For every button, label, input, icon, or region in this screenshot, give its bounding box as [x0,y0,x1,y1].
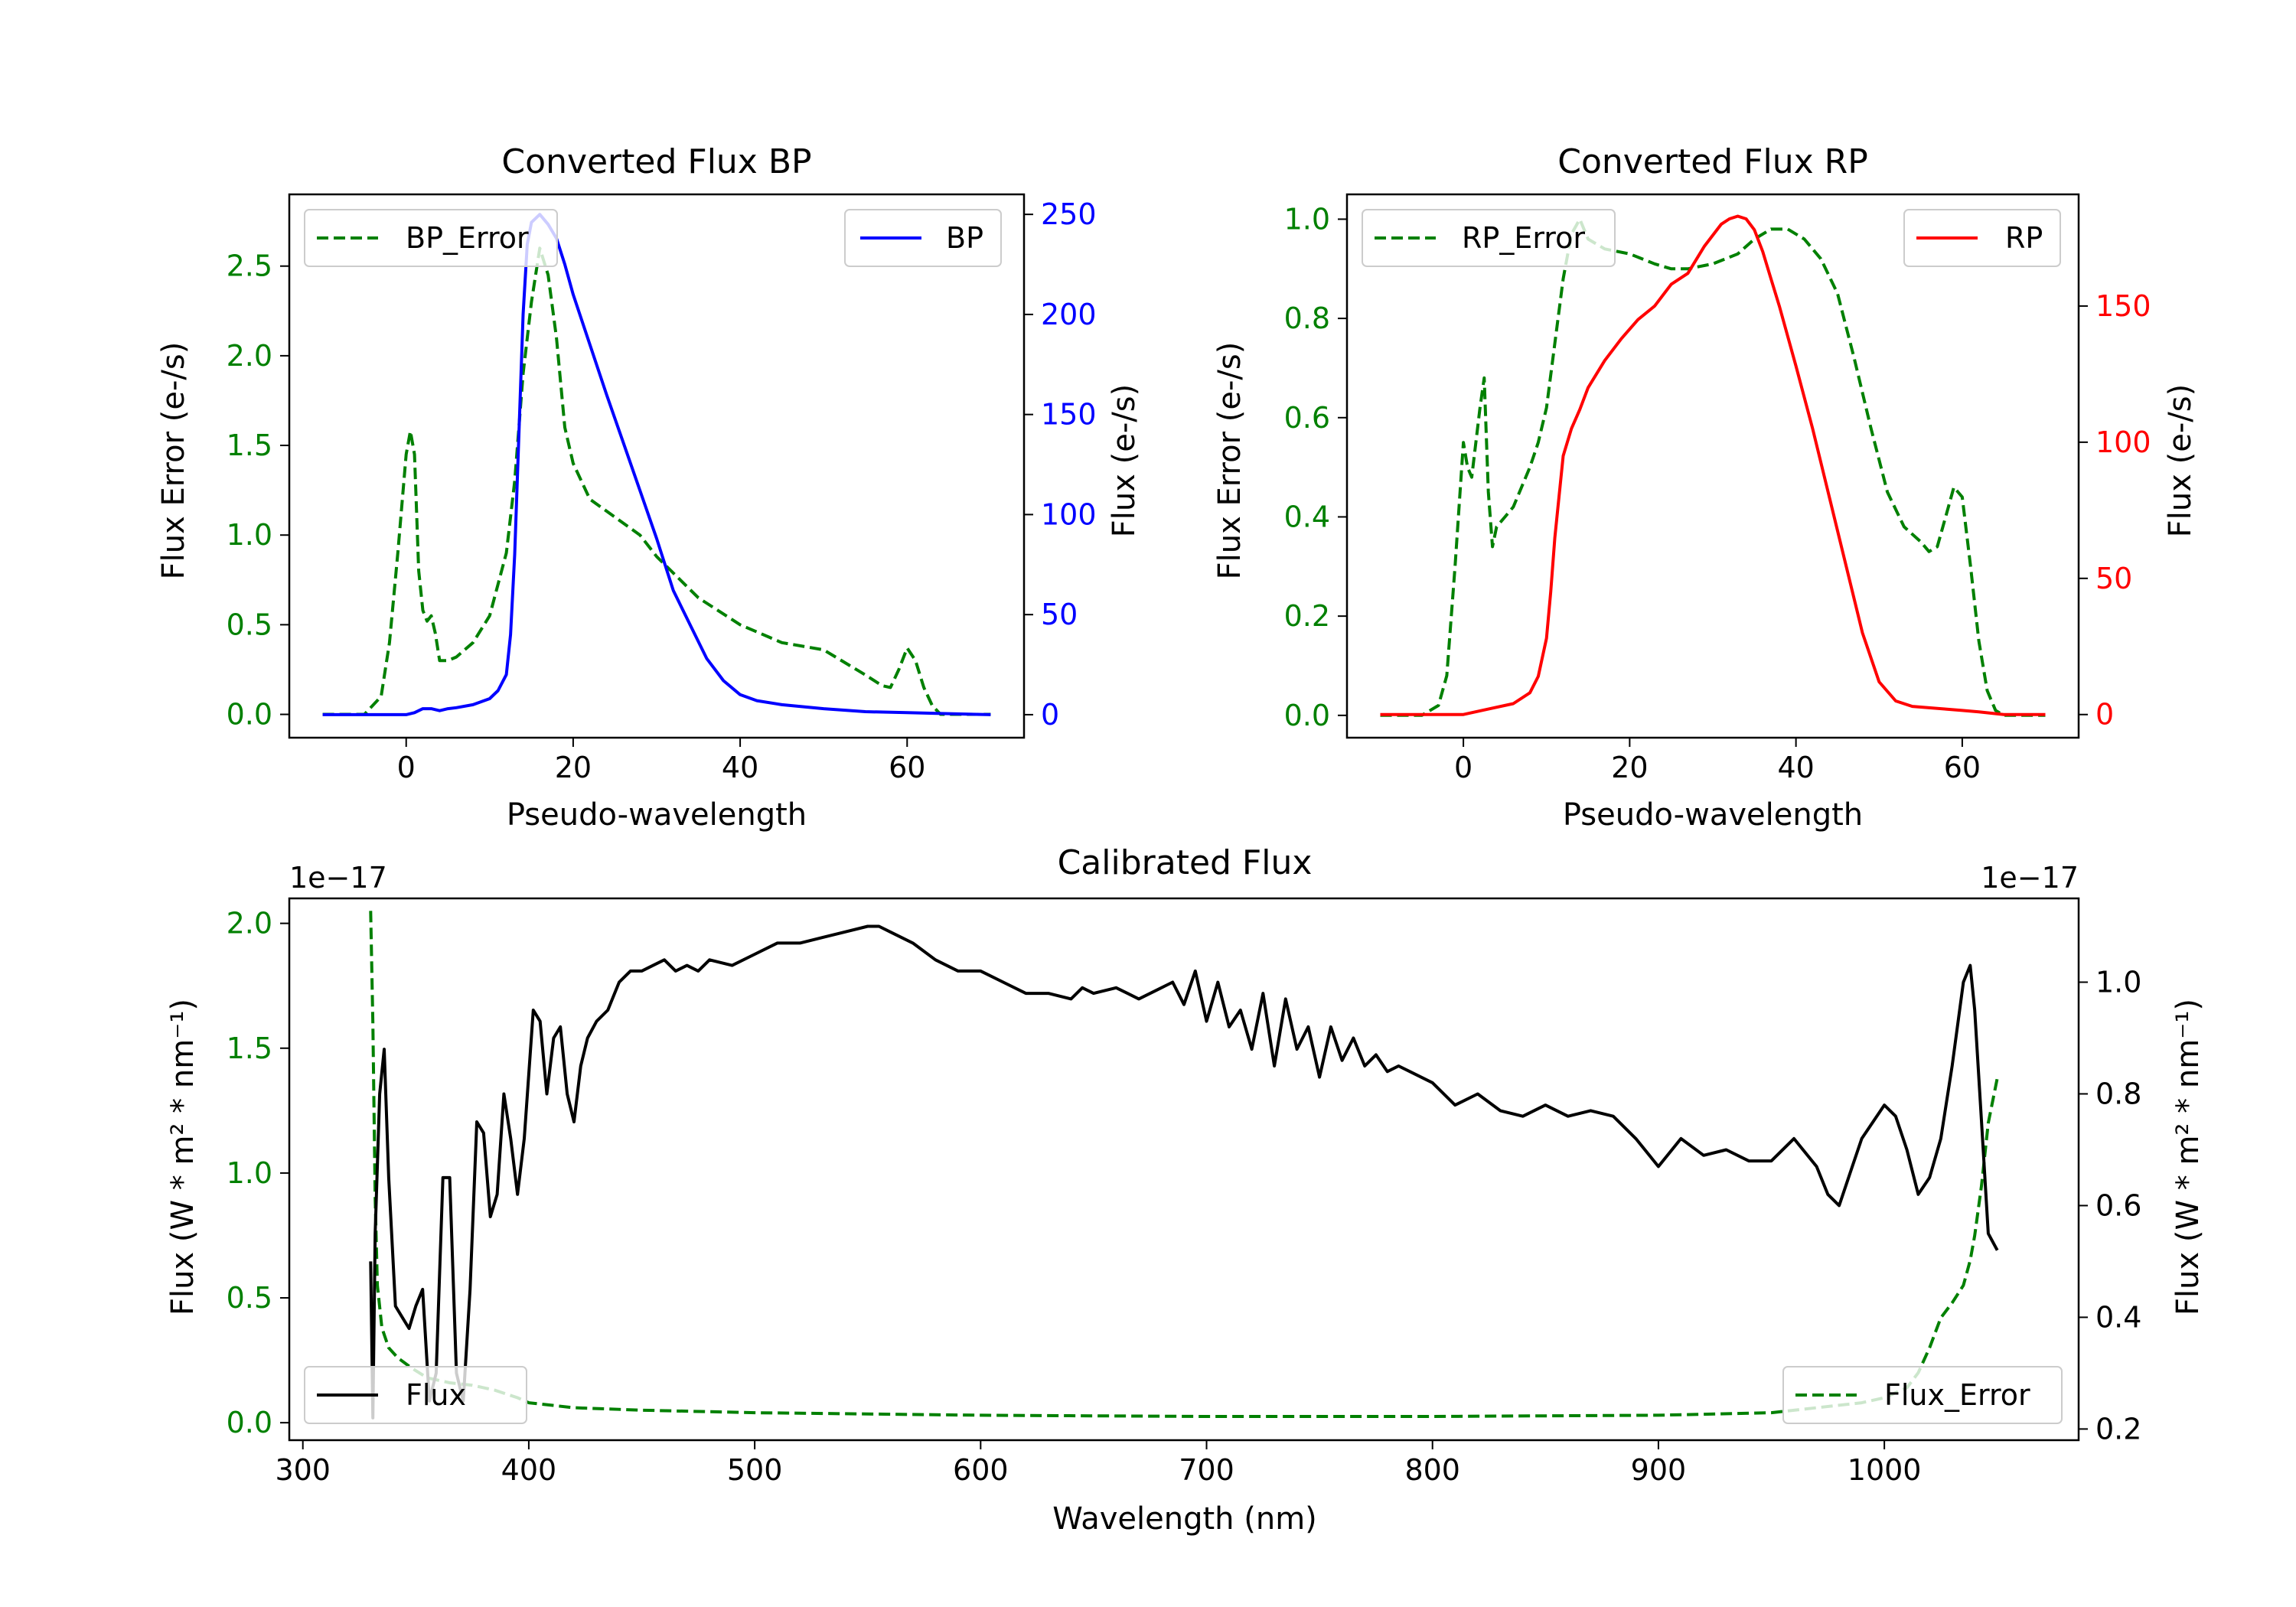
bp-legend-error-label: BP_Error [406,221,529,255]
bp-left-tick-label: 0.0 [227,698,272,732]
rp-legend-right: RP [1903,209,2061,267]
bp-legend-left-frame [304,209,558,267]
bp-left-tick-label: 2.0 [227,339,272,373]
rp-left-axis-label: Flux Error (e-/s) [1212,342,1247,580]
bp-legend-right: BP [844,209,1002,267]
bp-right-tick-label: 100 [1041,497,1097,531]
rp-legend-left: RP_Error [1362,209,1616,267]
calibrated-right-offset: 1e−17 [1981,861,2079,895]
bp-plot-frame [288,193,1026,739]
bp-x-tick-label: 0 [397,751,416,784]
bp-x-tick-label: 60 [889,751,925,784]
rp-chart: Converted Flux RP 0 20 40 60 0.0 0.2 0.4 0.6 0.8… [1212,142,2198,833]
calibrated-legend-right: Flux_Error [1782,1366,2063,1424]
bp-left-tick-label: 2.5 [227,249,272,283]
rp-x-tick-label: 0 [1454,751,1473,784]
bp-x-tick-label: 20 [555,751,592,784]
cal-x-tick-label: 900 [1631,1453,1687,1487]
cal-left-tick-label: 1.5 [227,1032,272,1065]
rp-left-tick-label: 0.2 [1284,599,1330,633]
calibrated-chart-title: Calibrated Flux [1058,843,1313,882]
cal-series-flux-error [369,911,1999,1418]
bp-legend-flux-label: BP [946,221,983,255]
rp-left-tick-label: 0.0 [1284,699,1330,732]
rp-legend-left-frame [1362,209,1616,267]
cal-left-tick-label: 2.0 [227,907,272,940]
rp-right-tick-label: 0 [2095,698,2114,732]
cal-plot-frame [288,897,2080,1442]
bp-chart-title: Converted Flux BP [501,142,811,181]
rp-left-tick-label: 0.8 [1284,302,1330,335]
rp-left-tick-label: 1.0 [1284,202,1330,236]
calibrated-legend-left: Flux [304,1366,527,1424]
cal-x-tick-label: 1000 [1848,1453,1922,1487]
rp-plot-frame [1345,193,2080,739]
bp-legend-left: BP_Error [304,209,558,267]
calibrated-legend-error-label: Flux_Error [1884,1378,2030,1412]
cal-right-tick-label: 1.0 [2095,965,2141,999]
cal-right-tick-label: 0.6 [2095,1188,2141,1222]
rp-series-rp-error [1380,217,2046,717]
bp-left-tick-label: 0.5 [227,608,272,641]
cal-left-tick-label: 0.5 [227,1281,272,1315]
bp-right-tick-label: 200 [1041,298,1097,331]
rp-left-tick-label: 0.4 [1284,500,1330,533]
rp-legend-error-label: RP_Error [1462,221,1585,255]
cal-left-tick-label: 0.0 [227,1406,272,1439]
rp-right-tick-label: 150 [2095,289,2151,323]
cal-x-tick-label: 800 [1404,1453,1460,1487]
calibrated-right-axis-label: Flux (W * m² * nm⁻¹) [2170,999,2206,1315]
cal-x-tick-label: 700 [1179,1453,1234,1487]
rp-series-rp [1380,214,2046,716]
rp-x-tick-label: 20 [1611,751,1648,784]
bp-right-axis-label: Flux (e-/s) [1107,384,1142,537]
bp-left-tick-label: 1.5 [227,429,272,462]
calibrated-chart: Calibrated Flux 1e−17 1e−17 300 400 500 600… [165,843,2206,1537]
rp-left-tick-label: 0.6 [1284,401,1330,435]
calibrated-left-axis-label: Flux (W * m² * nm⁻¹) [165,999,201,1315]
calibrated-legend-right-frame [1782,1366,2063,1424]
rp-x-axis-label: Pseudo-wavelength [1563,797,1863,833]
calibrated-left-offset: 1e−17 [289,861,387,895]
bp-right-tick-label: 250 [1041,197,1097,231]
cal-x-tick-label: 400 [501,1453,557,1487]
bp-left-tick-label: 1.0 [227,518,272,552]
cal-series-flux [369,924,1999,1420]
bp-right-tick-label: 0 [1041,698,1059,732]
cal-x-tick-label: 600 [953,1453,1009,1487]
bp-chart: Converted Flux BP 0 20 40 60 0.0 0.5 1.0 1.5 2.0… [156,142,1142,833]
rp-chart-title: Converted Flux RP [1557,142,1868,181]
rp-x-tick-label: 40 [1777,751,1814,784]
rp-legend-right-frame [1903,209,2061,267]
cal-right-tick-label: 0.8 [2095,1077,2141,1110]
calibrated-x-axis-label: Wavelength (nm) [1052,1501,1317,1537]
calibrated-legend-flux-label: Flux [406,1378,466,1412]
rp-right-tick-label: 100 [2095,425,2151,459]
rp-right-tick-label: 50 [2095,562,2132,595]
bp-right-tick-label: 50 [1041,598,1078,631]
cal-x-tick-label: 300 [275,1453,331,1487]
bp-x-axis-label: Pseudo-wavelength [507,797,807,833]
rp-legend-flux-label: RP [2005,221,2043,255]
rp-right-axis-label: Flux (e-/s) [2163,384,2198,537]
cal-left-tick-label: 1.0 [227,1156,272,1190]
cal-right-tick-label: 0.2 [2095,1412,2141,1446]
cal-x-tick-label: 500 [727,1453,783,1487]
calibrated-legend-left-frame [304,1366,527,1424]
bp-right-tick-label: 150 [1041,398,1097,432]
bp-left-axis-label: Flux Error (e-/s) [156,342,191,580]
cal-right-tick-label: 0.4 [2095,1300,2141,1334]
bp-legend-right-frame [844,209,1002,267]
rp-x-tick-label: 60 [1944,751,1981,784]
bp-x-tick-label: 40 [722,751,758,784]
